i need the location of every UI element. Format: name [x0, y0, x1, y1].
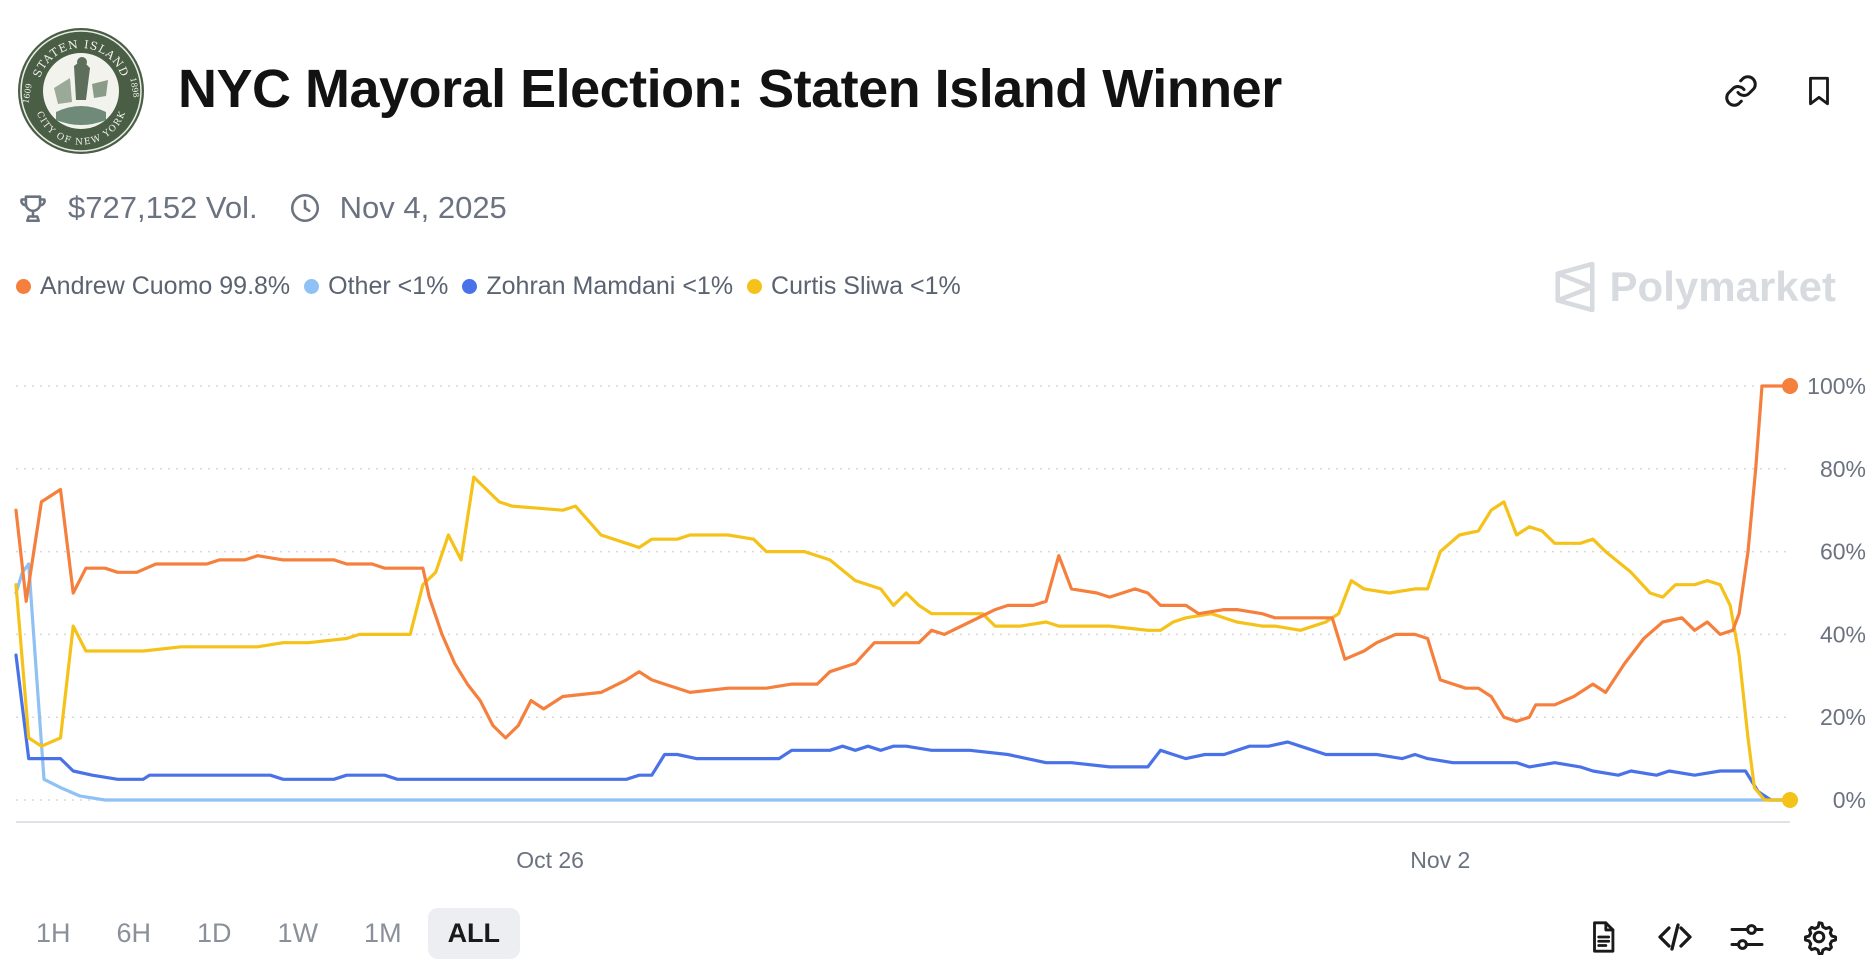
- bookmark-icon: [1809, 76, 1829, 106]
- series-line-andrew-cuomo: [14, 384, 1792, 740]
- legend-name: Curtis Sliwa: [771, 272, 904, 300]
- chart-tools: [1584, 918, 1838, 956]
- chart-legend: Andrew Cuomo 99.8% Other <1% Zohran Mamd…: [16, 272, 975, 301]
- legend-entry-curtis-sliwa: Curtis Sliwa <1%: [747, 272, 961, 301]
- range-1m-button[interactable]: 1M: [364, 918, 402, 948]
- series-line-curtis-sliwa: [14, 475, 1792, 802]
- series-end-marker-curtis-sliwa: [1782, 792, 1798, 808]
- polymarket-watermark: Polymarket: [1552, 262, 1836, 312]
- embed-button[interactable]: [1656, 918, 1694, 956]
- x-axis-ticks: Oct 26 Nov 2: [516, 847, 1470, 873]
- legend-value: <1%: [397, 272, 449, 300]
- range-all-button[interactable]: ALL: [427, 908, 521, 959]
- series-end-marker-andrew-cuomo: [1782, 378, 1798, 394]
- chart-settings-button[interactable]: [1800, 918, 1838, 956]
- x-tick-label: Oct 26: [516, 847, 584, 873]
- copy-link-button[interactable]: [1722, 72, 1760, 110]
- legend-entry-andrew-cuomo: Andrew Cuomo 99.8%: [16, 272, 290, 301]
- time-range-selector: 1H 6H 1D 1W 1M ALL: [16, 908, 521, 959]
- link-icon: [1725, 75, 1757, 107]
- legend-value: 99.8%: [219, 272, 291, 300]
- market-rules-button[interactable]: [1584, 918, 1622, 956]
- y-tick-label: 80%: [1820, 456, 1866, 482]
- legend-name: Other: [328, 272, 391, 300]
- seal-left-year: 1609: [21, 83, 33, 105]
- market-meta: $727,152 Vol. Nov 4, 2025: [16, 190, 537, 226]
- legend-dot: [304, 279, 320, 294]
- legend-value: <1%: [682, 272, 734, 300]
- y-tick-label: 100%: [1807, 373, 1866, 399]
- bookmark-button[interactable]: [1800, 72, 1838, 110]
- sliders-icon: [1730, 924, 1764, 950]
- range-1w-button[interactable]: 1W: [277, 918, 319, 948]
- chart-series: [14, 384, 1792, 802]
- market-title: NYC Mayoral Election: Staten Island Winn…: [178, 59, 1282, 119]
- legend-entry-other: Other <1%: [304, 272, 448, 301]
- volume-stat: $727,152 Vol.: [16, 190, 258, 226]
- end-date-stat: Nov 4, 2025: [288, 190, 507, 226]
- price-history-chart[interactable]: 0% 20% 40% 60% 80% 100% Oct 26 Nov 2: [0, 340, 1874, 880]
- legend-dot: [16, 279, 31, 294]
- chart-end-markers: [1782, 378, 1798, 808]
- header-actions: [1722, 72, 1838, 110]
- gear-icon: [1804, 921, 1837, 955]
- legend-name: Zohran Mamdani: [486, 272, 676, 300]
- trophy-icon: [20, 195, 46, 223]
- brand-name: Polymarket: [1609, 263, 1836, 310]
- seal-right-year: 1898: [128, 77, 140, 99]
- range-1h-button[interactable]: 1H: [36, 918, 71, 948]
- legend-dot: [747, 279, 763, 294]
- legend-value: <1%: [909, 272, 961, 300]
- range-6h-button[interactable]: 6H: [116, 918, 152, 948]
- y-tick-label: 60%: [1820, 539, 1866, 565]
- end-date-value: Nov 4, 2025: [339, 190, 507, 225]
- legend-entry-zohran-mamdani: Zohran Mamdani <1%: [462, 272, 733, 301]
- x-tick-label: Nov 2: [1410, 847, 1470, 873]
- chart-grid: [16, 385, 1790, 801]
- polymarket-logo-icon: [1554, 262, 1595, 312]
- clock-icon: [290, 193, 319, 223]
- y-axis-ticks: 0% 20% 40% 60% 80% 100%: [1807, 373, 1866, 813]
- y-tick-label: 20%: [1820, 704, 1866, 730]
- document-icon: [1593, 921, 1615, 953]
- staten-island-seal-logo: STATEN ISLAND CITY OF NEW YORK 1609 1898: [18, 28, 144, 154]
- y-tick-label: 0%: [1833, 787, 1866, 813]
- series-line-zohran-mamdani: [14, 653, 1792, 802]
- code-icon: [1658, 923, 1692, 951]
- y-tick-label: 40%: [1820, 621, 1866, 647]
- range-1d-button[interactable]: 1D: [197, 918, 232, 948]
- volume-value: $727,152 Vol.: [68, 190, 258, 225]
- legend-name: Andrew Cuomo: [40, 272, 213, 300]
- chart-filters-button[interactable]: [1728, 918, 1766, 956]
- legend-dot: [462, 279, 478, 294]
- series-line-other: [14, 562, 1792, 802]
